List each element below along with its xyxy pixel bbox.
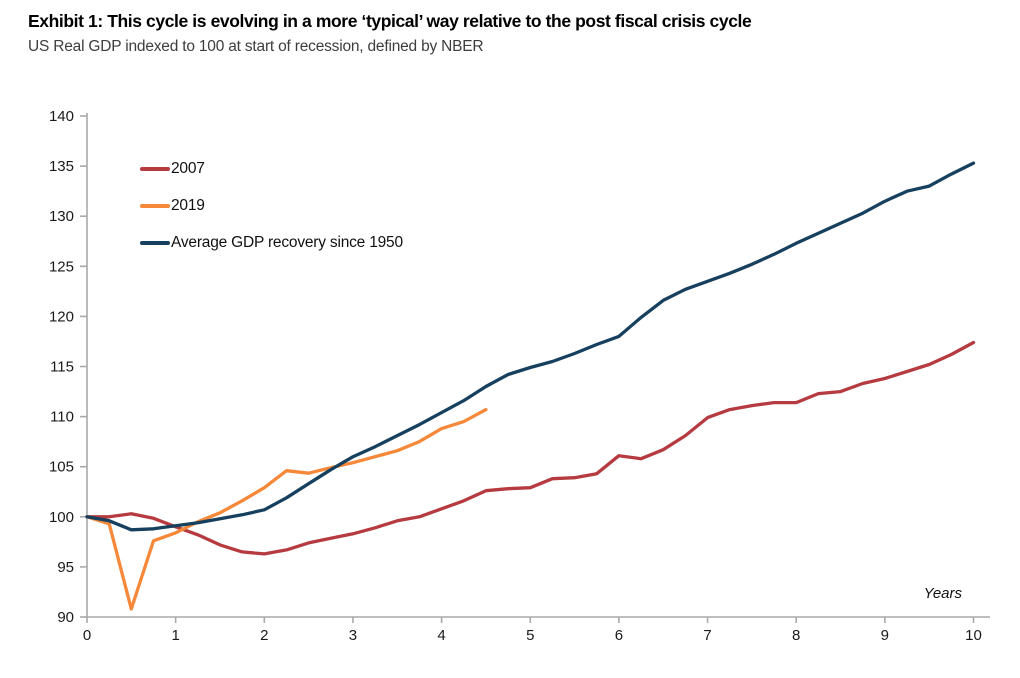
svg-text:110: 110: [50, 409, 74, 426]
svg-text:6: 6: [615, 627, 623, 644]
svg-text:Years: Years: [924, 585, 963, 602]
exhibit-title: Exhibit 1: This cycle is evolving in a m…: [28, 11, 752, 31]
svg-text:100: 100: [49, 509, 74, 526]
svg-text:4: 4: [437, 627, 445, 644]
gdp-recovery-line-chart: 90 95 100 105 110 115 120 125 130 135 140 0 1 2 3 4 5 6 7 8…: [0, 70, 1020, 678]
svg-text:1: 1: [171, 627, 179, 644]
exhibit-subtitle: US Real GDP indexed to 100 at start of r…: [28, 37, 484, 55]
legend-item-average: Average GDP recovery since 1950: [140, 224, 403, 261]
legend-swatch-line-icon: [140, 203, 170, 208]
chart-header: Exhibit 1: This cycle is evolving in a m…: [28, 10, 988, 56]
svg-text:90: 90: [57, 609, 74, 626]
svg-text:5: 5: [526, 627, 534, 644]
legend-swatch-line-icon: [140, 240, 170, 245]
svg-text:135: 135: [49, 158, 74, 175]
chart-svg: 90 95 100 105 110 115 120 125 130 135 140 0 1 2 3 4 5 6 7 8…: [49, 108, 990, 644]
svg-text:115: 115: [50, 359, 74, 376]
legend-swatch-line-icon: [140, 166, 170, 171]
legend-item-2007: 2007: [140, 150, 403, 187]
svg-text:125: 125: [49, 258, 74, 275]
svg-text:3: 3: [349, 627, 357, 644]
svg-text:130: 130: [49, 208, 74, 225]
legend-label: 2007: [171, 159, 205, 177]
svg-text:9: 9: [881, 627, 889, 644]
svg-text:7: 7: [703, 627, 711, 644]
chart-legend: 2007 2019 Average GDP recovery since 195…: [140, 150, 403, 261]
legend-label: 2019: [171, 196, 205, 214]
svg-text:0: 0: [83, 627, 91, 644]
svg-text:2: 2: [260, 627, 268, 644]
svg-text:8: 8: [792, 627, 800, 644]
legend-label: Average GDP recovery since 1950: [171, 233, 403, 251]
svg-text:120: 120: [49, 308, 74, 325]
svg-text:10: 10: [965, 627, 982, 644]
svg-text:105: 105: [49, 459, 74, 476]
svg-text:140: 140: [49, 108, 74, 125]
legend-item-2019: 2019: [140, 187, 403, 224]
svg-text:95: 95: [57, 559, 74, 576]
